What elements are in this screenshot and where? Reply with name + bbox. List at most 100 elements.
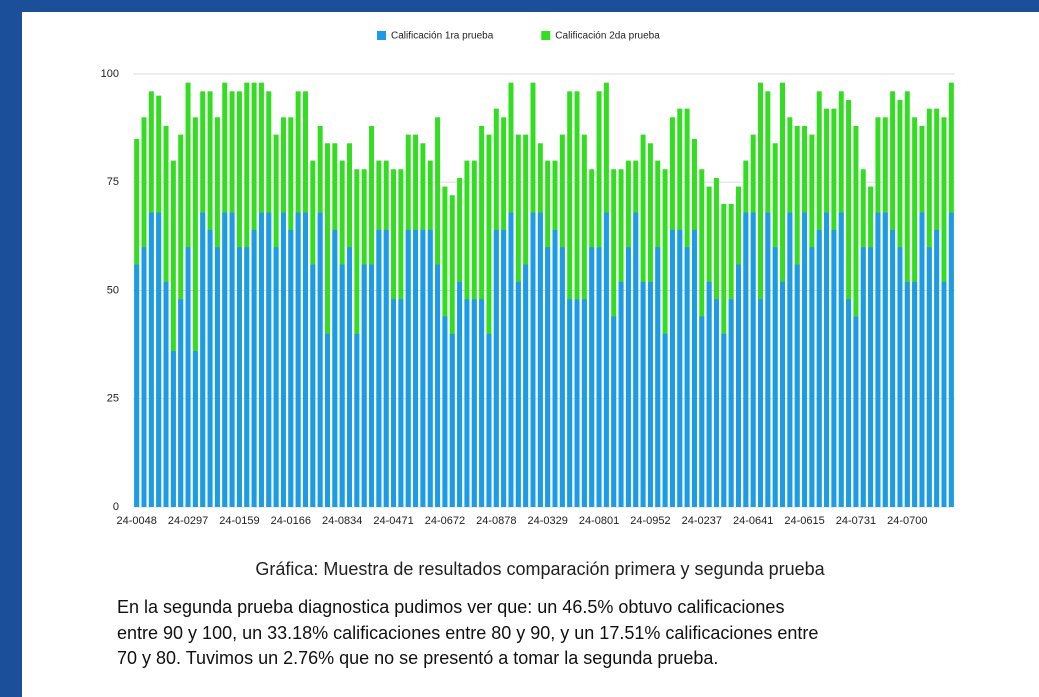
bar	[427, 229, 433, 507]
bar	[280, 212, 286, 507]
x-tick-label: 24-0952	[630, 515, 670, 527]
bar	[758, 299, 764, 507]
bar	[170, 160, 176, 507]
bar	[229, 212, 235, 507]
bar	[721, 333, 727, 507]
bar	[339, 264, 345, 507]
bar	[464, 299, 470, 507]
bar	[897, 247, 903, 507]
bar	[713, 299, 719, 507]
bar	[222, 212, 228, 507]
bar	[581, 299, 587, 507]
bar	[479, 299, 485, 507]
chart: 0 25 50 75 100 24-0048 24-0297 24-0159 24-0166 24…	[101, 31, 955, 527]
bar	[471, 299, 477, 507]
bar	[324, 143, 330, 507]
bar	[236, 247, 242, 507]
bar	[508, 212, 514, 507]
bar	[904, 281, 910, 507]
bar	[405, 229, 411, 507]
bar	[934, 229, 940, 507]
paragraph-line: 70 y 80. Tuvimos un 2.76% que no se pres…	[117, 648, 718, 668]
bar	[523, 264, 529, 507]
y-tick-label: 50	[107, 284, 119, 296]
bar	[398, 299, 404, 507]
bar	[545, 247, 551, 507]
bar	[603, 212, 609, 507]
x-tick-label: 24-0329	[527, 515, 567, 527]
bar	[882, 212, 888, 507]
bar	[361, 264, 367, 507]
bar	[493, 229, 499, 507]
bar	[926, 247, 932, 507]
bar	[200, 212, 206, 507]
bar	[589, 247, 595, 507]
bar	[890, 229, 896, 507]
bar	[846, 299, 852, 507]
bar	[244, 247, 250, 507]
bar	[758, 82, 764, 507]
legend-swatch	[377, 31, 386, 40]
bar	[530, 212, 536, 507]
bar	[948, 212, 954, 507]
x-tick-label: 24-0700	[887, 515, 927, 527]
bar	[383, 229, 389, 507]
bar	[391, 299, 397, 507]
bar	[728, 299, 734, 507]
x-tick-label: 24-0801	[579, 515, 619, 527]
bar	[868, 247, 874, 507]
bar	[699, 316, 705, 507]
bar	[310, 264, 316, 507]
bar	[449, 333, 455, 507]
bar	[809, 247, 815, 507]
bar	[376, 229, 382, 507]
bar	[625, 247, 631, 507]
legend-label: Calificación 1ra prueba	[391, 31, 494, 42]
bar	[501, 229, 507, 507]
bar	[794, 264, 800, 507]
bar	[875, 212, 881, 507]
bar	[647, 281, 653, 507]
bar	[214, 247, 220, 507]
bar	[750, 212, 756, 507]
x-tick-label: 24-0159	[219, 515, 259, 527]
chart-caption: Gráfica: Muestra de resultados comparaci…	[255, 559, 825, 579]
paragraph-line: entre 90 y 100, un 33.18% calificaciones…	[117, 623, 818, 643]
bar	[515, 281, 521, 507]
bar	[486, 134, 492, 507]
bar	[207, 229, 213, 507]
bar	[273, 247, 279, 507]
bar	[574, 299, 580, 507]
bar	[596, 247, 602, 507]
y-tick-label: 25	[107, 393, 119, 405]
bar	[919, 212, 925, 507]
bar	[170, 351, 176, 507]
bar	[295, 212, 301, 507]
y-tick-label: 75	[107, 176, 119, 188]
x-tick-label: 24-0878	[476, 515, 516, 527]
bar	[332, 229, 338, 507]
bar	[457, 281, 463, 507]
bar	[838, 212, 844, 507]
bar	[324, 333, 330, 507]
y-tick-label: 100	[101, 68, 119, 80]
bar	[780, 281, 786, 507]
bar	[442, 316, 448, 507]
bar	[772, 247, 778, 507]
bar	[816, 229, 822, 507]
bar	[735, 264, 741, 507]
legend-label: Calificación 2da prueba	[555, 31, 660, 42]
bar	[802, 212, 808, 507]
bar	[669, 229, 675, 507]
bar	[413, 229, 419, 507]
x-tick-label: 24-0615	[784, 515, 824, 527]
bar	[163, 281, 169, 507]
bar	[347, 247, 353, 507]
bar	[677, 229, 683, 507]
bar	[537, 212, 543, 507]
bar	[486, 333, 492, 507]
bar	[559, 247, 565, 507]
bar	[552, 229, 558, 507]
bar	[912, 281, 918, 507]
